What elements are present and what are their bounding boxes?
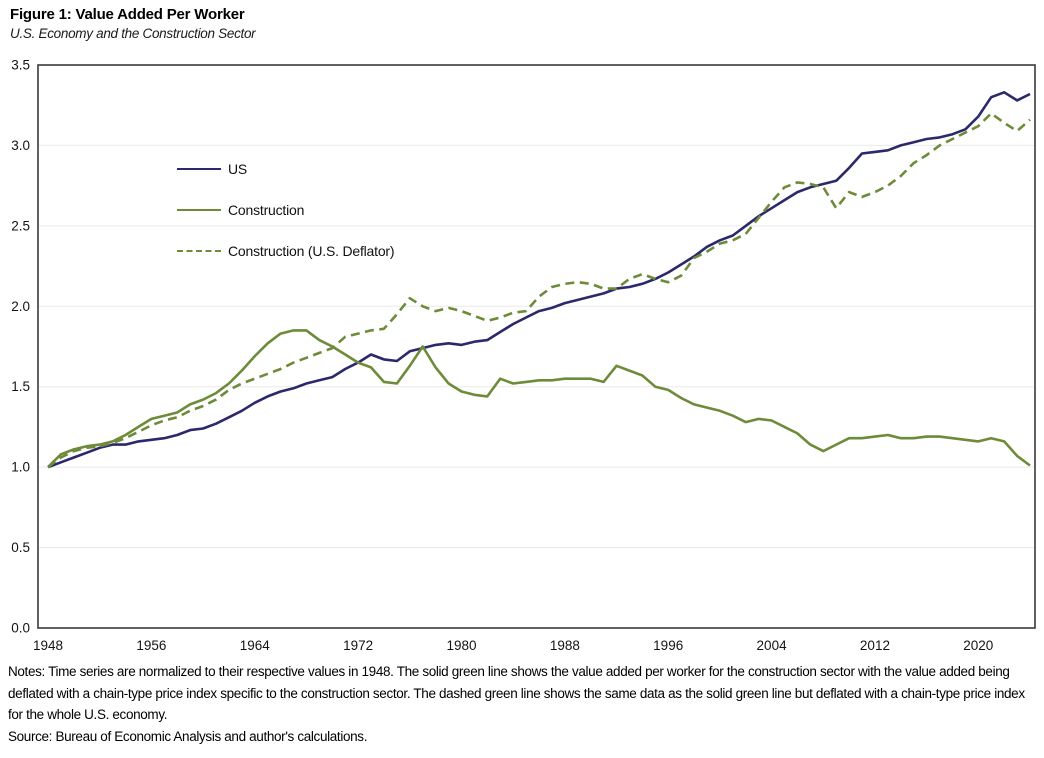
- x-axis-labels: 1948 1956 1964 1972 1980 1988 1996 2004 2012 2020: [33, 638, 993, 653]
- svg-text:2.0: 2.0: [11, 299, 30, 314]
- legend-line-sample-2: [177, 250, 221, 252]
- figure-header: Figure 1: Value Added Per Worker U.S. Ec…: [10, 6, 256, 41]
- legend-item-1: Construction: [177, 200, 394, 220]
- svg-text:1980: 1980: [446, 638, 476, 653]
- series-line-0: [47, 91, 1031, 469]
- svg-text:1972: 1972: [343, 638, 373, 653]
- legend-label-1: Construction: [228, 202, 305, 218]
- svg-text:0.5: 0.5: [11, 540, 30, 555]
- series-line-2: [47, 112, 1031, 469]
- svg-text:1.5: 1.5: [11, 379, 30, 394]
- svg-text:0.0: 0.0: [11, 621, 30, 636]
- source-text: Source: Bureau of Economic Analysis and …: [8, 728, 368, 744]
- line-chart: 0.0 0.5 1.0 1.5 2.0 2.5 3.0 3.5 1948 1956 1964 1972…: [11, 58, 1036, 653]
- svg-text:2020: 2020: [963, 638, 993, 653]
- legend-label-0: US: [228, 161, 248, 177]
- svg-text:1988: 1988: [550, 638, 580, 653]
- notes-text: Notes: Time series are normalized to the…: [8, 664, 1025, 723]
- svg-text:1996: 1996: [653, 638, 683, 653]
- legend-item-0: US: [177, 159, 394, 179]
- figure-subtitle: U.S. Economy and the Construction Sector: [10, 26, 256, 41]
- svg-text:2004: 2004: [757, 638, 788, 653]
- figure-footer: Notes: Time series are normalized to the…: [8, 661, 1038, 747]
- svg-text:3.0: 3.0: [11, 138, 30, 153]
- svg-text:1.0: 1.0: [11, 460, 30, 475]
- legend-label-2: Construction (U.S. Deflator): [228, 243, 395, 259]
- y-axis-labels: 0.0 0.5 1.0 1.5 2.0 2.5 3.0 3.5: [11, 58, 30, 636]
- gridlines: [38, 144, 1035, 549]
- svg-text:1948: 1948: [33, 638, 63, 653]
- svg-text:1964: 1964: [240, 638, 271, 653]
- svg-text:2012: 2012: [860, 638, 890, 653]
- svg-text:2.5: 2.5: [11, 218, 30, 233]
- figure-title: Figure 1: Value Added Per Worker: [10, 6, 245, 23]
- legend-item-2: Construction (U.S. Deflator): [177, 241, 395, 261]
- series-line-1: [47, 329, 1031, 469]
- svg-text:1956: 1956: [136, 638, 166, 653]
- legend-line-sample-1: [177, 209, 221, 211]
- svg-text:3.5: 3.5: [11, 58, 30, 73]
- plot-area-border: [37, 64, 1036, 629]
- chart-legend: US Construction Construction (U.S. Deflato…: [177, 159, 395, 261]
- legend-line-sample-0: [177, 168, 221, 170]
